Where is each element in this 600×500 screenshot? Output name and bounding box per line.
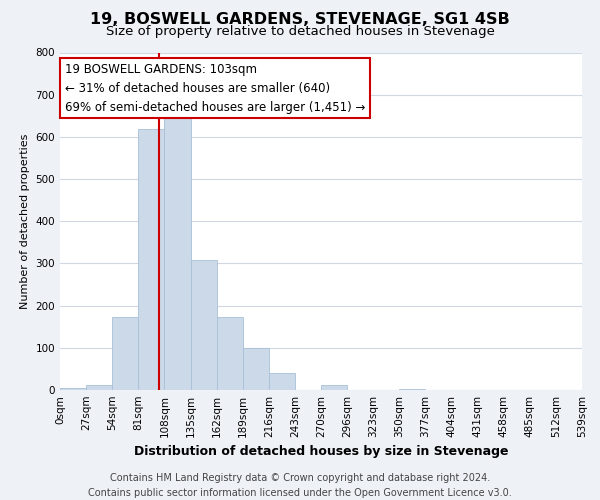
Bar (60, 388, 86, 390)
Bar (217, 317, 243, 390)
Bar (164, 116, 191, 390)
Text: Size of property relative to detached houses in Stevenage: Size of property relative to detached ho… (106, 25, 494, 38)
Bar (112, 318, 139, 390)
Y-axis label: Number of detached properties: Number of detached properties (20, 134, 30, 309)
Bar (400, 389, 425, 390)
Bar (269, 372, 295, 390)
Text: 19 BOSWELL GARDENS: 103sqm
← 31% of detached houses are smaller (640)
69% of sem: 19 BOSWELL GARDENS: 103sqm ← 31% of deta… (65, 62, 365, 114)
Bar (191, 260, 217, 390)
Bar (86, 385, 112, 390)
Bar (139, 130, 164, 390)
Text: 19, BOSWELL GARDENS, STEVENAGE, SG1 4SB: 19, BOSWELL GARDENS, STEVENAGE, SG1 4SB (90, 12, 510, 28)
Text: Contains HM Land Registry data © Crown copyright and database right 2024.
Contai: Contains HM Land Registry data © Crown c… (88, 472, 512, 498)
X-axis label: Distribution of detached houses by size in Stevenage: Distribution of detached houses by size … (134, 446, 508, 458)
Bar (321, 384, 347, 390)
Bar (243, 348, 269, 390)
